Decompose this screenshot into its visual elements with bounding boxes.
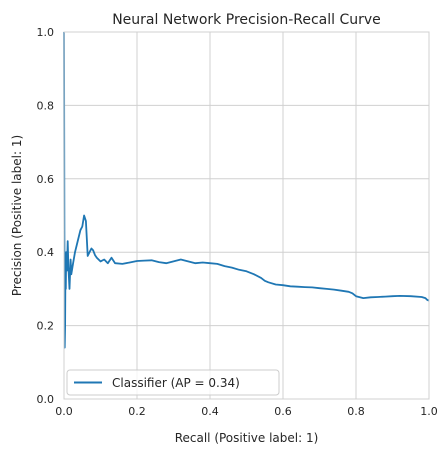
legend-box (66, 369, 280, 396)
y-tick-label: 0.6 (37, 173, 55, 186)
series-layer (63, 31, 430, 349)
x-axis-label: Recall (Positive label: 1) (175, 431, 319, 445)
y-tick-label: 1.0 (37, 26, 55, 39)
legend-label: Classifier (AP = 0.34) (112, 376, 240, 390)
x-tick-label: 1.0 (420, 405, 438, 418)
y-axis-label: Precision (Positive label: 1) (10, 135, 24, 296)
tick-labels: 0.0 0.2 0.4 0.6 0.8 1.0 0.0 0.2 0.4 0.6 0.8 1.0 (37, 26, 438, 418)
series-line-classifier (63, 31, 430, 349)
x-tick-label: 0.8 (347, 405, 365, 418)
y-tick-label: 0.8 (37, 99, 55, 112)
chart-title: Neural Network Precision-Recall Curve (112, 12, 381, 28)
plot-frame (63, 31, 430, 400)
y-tick-label: 0.2 (37, 320, 55, 333)
x-tick-label: 0.6 (274, 405, 292, 418)
y-tick-label: 0.4 (37, 246, 55, 259)
legend: Classifier (AP = 0.34) (66, 369, 280, 396)
y-tick-label: 0.0 (37, 393, 55, 406)
x-tick-label: 0.0 (55, 405, 73, 418)
x-tick-label: 0.2 (128, 405, 146, 418)
plot-background (64, 32, 429, 399)
x-tick-label: 0.4 (201, 405, 219, 418)
